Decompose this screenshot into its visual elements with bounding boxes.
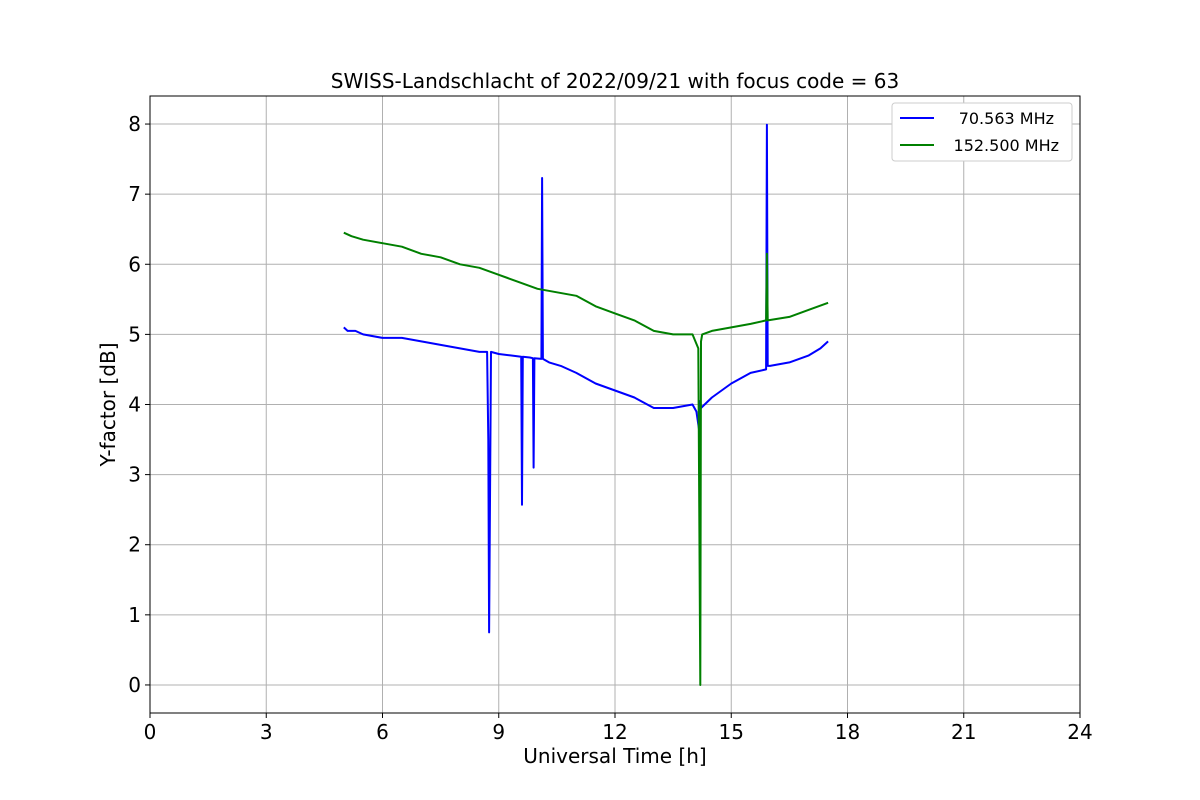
chart-title: SWISS-Landschlacht of 2022/09/21 with fo… [331,69,899,93]
legend-box [891,102,1073,162]
x-tick-label: 15 [719,720,744,744]
legend-label-70mhz: 70.563 MHz [959,109,1054,128]
y-tick-label: 3 [128,463,141,487]
y-tick-label: 2 [128,533,141,557]
y-tick-label: 8 [128,112,141,136]
legend-label-152mhz: 152.500 MHz [954,136,1059,155]
series-line-1 [343,231,829,686]
y-tick-label: 7 [128,182,141,206]
series-line-0 [343,123,829,634]
x-axis: 0 3 6 9 12 15 18 21 24 [144,713,1093,744]
y-axis-label: Y-factor [dB] [96,342,120,467]
x-tick-label: 9 [492,720,505,744]
x-tick-label: 21 [951,720,976,744]
x-tick-label: 12 [602,720,627,744]
x-axis-label: Universal Time [h] [523,744,706,768]
x-tick-label: 6 [376,720,389,744]
y-tick-label: 6 [128,252,141,276]
y-tick-label: 5 [128,322,141,346]
y-tick-label: 0 [128,673,141,697]
y-axis: 0 1 2 3 4 5 6 7 8 [128,112,150,697]
x-tick-label: 18 [835,720,860,744]
y-tick-label: 1 [128,603,141,627]
x-tick-label: 3 [260,720,273,744]
x-tick-label: 0 [144,720,157,744]
legend: 70.563 MHz 152.500 MHz [891,102,1073,162]
series-layer [343,123,829,686]
y-tick-label: 4 [128,393,141,417]
x-tick-label: 24 [1067,720,1092,744]
